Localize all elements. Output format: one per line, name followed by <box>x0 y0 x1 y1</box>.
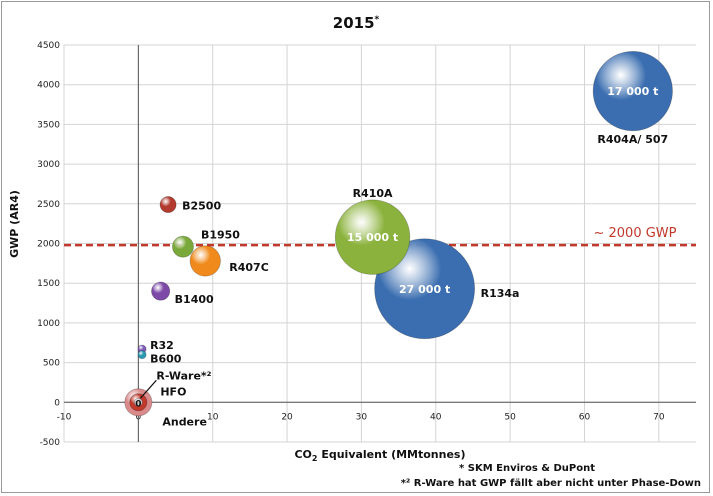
y-tick-label: 4500 <box>37 41 60 51</box>
bubble-r404a-507 <box>592 50 673 132</box>
bubble-name-label: Andere <box>162 415 207 428</box>
bubble-name-label: B2500 <box>182 200 221 213</box>
bubble-name-label: B1950 <box>201 229 240 242</box>
x-tick-label: 10 <box>207 412 219 422</box>
y-tick-label: 1500 <box>37 279 60 289</box>
bubbles-group <box>124 50 673 417</box>
chart-title: 2015* <box>333 14 380 32</box>
y-tick-label: 1000 <box>37 319 60 329</box>
x-tick-label: 20 <box>281 412 293 422</box>
x-tick-label: -10 <box>57 412 72 422</box>
bubble-r407c <box>189 245 221 277</box>
x-tick-label: 70 <box>653 412 665 422</box>
grid-lines <box>63 44 696 443</box>
bubble-name-label: R407C <box>229 261 269 274</box>
bubble-name-label: B1400 <box>175 293 214 306</box>
y-tick-label: 3500 <box>37 120 60 130</box>
reference-line-label: ~ 2000 GWP <box>593 226 676 241</box>
footnote-rware: *² R-Ware hat GWP fällt aber nicht unter… <box>400 478 701 489</box>
bubble-labels-group: 17 000 t R404A/ 507 27 000 t R134a 15 000 t R… <box>135 85 668 428</box>
rware-leader-line <box>139 379 157 399</box>
y-tick-label: 3000 <box>37 160 60 170</box>
y-tick-label: 500 <box>43 359 60 369</box>
y-tick-label: 0 <box>54 398 60 408</box>
footnote-source: * SKM Enviros & DuPont <box>459 463 595 474</box>
y-tick-label: 2000 <box>37 240 60 250</box>
y-tick-label: 4000 <box>37 81 60 91</box>
bubble-r410a <box>334 199 411 275</box>
bubble-b1400 <box>151 281 171 301</box>
x-tick-label: 60 <box>579 412 591 422</box>
y-axis-label: GWP (AR4) <box>8 190 21 258</box>
bubble-name-label: R410A <box>353 187 393 200</box>
reference-line-group: ~ 2000 GWP <box>64 226 696 247</box>
bubble-name-label: R404A/ 507 <box>597 133 668 146</box>
bubble-value-label: 17 000 t <box>607 85 658 98</box>
y-tick-label: -500 <box>40 438 61 448</box>
x-tick-label: 30 <box>356 412 368 422</box>
x-tick-label: 50 <box>504 412 516 422</box>
bubble-b2500 <box>159 196 177 214</box>
bubble-name-label: B600 <box>150 353 182 366</box>
bubble-name-label: R-Ware*² <box>156 369 211 382</box>
bubble-name-label: R134a <box>481 287 520 300</box>
x-tick-label: 40 <box>430 412 442 422</box>
bubble-value-label: 0 <box>135 399 141 409</box>
bubble-b1950 <box>172 235 194 258</box>
bubble-name-label: HFO <box>160 385 186 398</box>
bubble-andere <box>133 397 143 407</box>
axes: -500050010001500200025003000350040004500… <box>37 41 696 448</box>
bubble-b600 <box>137 350 147 360</box>
bubble-name-label: R32 <box>150 339 174 352</box>
x-axis-label: CO2 Equivalent (MMtonnes) <box>294 448 465 463</box>
y-tick-label: 2500 <box>37 200 60 210</box>
bubble-value-label: 27 000 t <box>399 283 450 296</box>
bubble-r134a <box>374 238 476 340</box>
bubble-value-label: 15 000 t <box>347 231 398 244</box>
